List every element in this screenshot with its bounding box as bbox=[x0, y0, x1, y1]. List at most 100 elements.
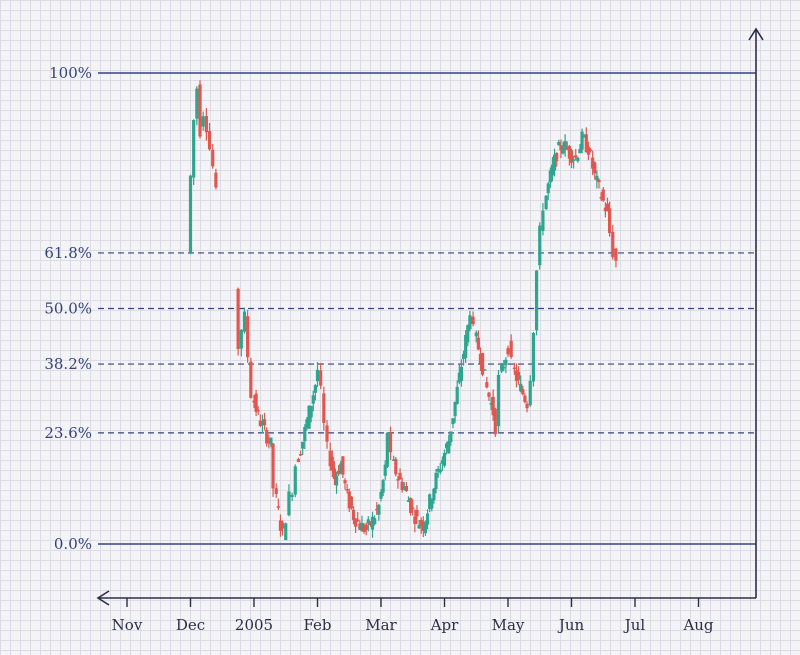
candle-body bbox=[525, 403, 529, 409]
candle-body bbox=[447, 441, 451, 454]
candle-body bbox=[434, 472, 438, 490]
candle-body bbox=[500, 364, 504, 372]
candle-body bbox=[347, 491, 351, 509]
candle-body bbox=[385, 432, 389, 467]
candle-body bbox=[296, 459, 301, 463]
candle-body bbox=[599, 197, 603, 199]
level-label: 100% bbox=[49, 64, 92, 82]
candle-body bbox=[290, 494, 294, 497]
candle-body bbox=[466, 325, 470, 343]
x-tick-label: May bbox=[492, 616, 525, 634]
candle-body bbox=[461, 353, 466, 359]
candle-body bbox=[249, 361, 253, 398]
candle-body bbox=[274, 488, 278, 494]
candle-body bbox=[303, 427, 307, 442]
candle-body bbox=[239, 329, 243, 349]
candle-body bbox=[354, 518, 358, 527]
x-tick-label: Aug bbox=[682, 616, 713, 634]
level-label: 50.0% bbox=[44, 300, 92, 318]
candle-body bbox=[559, 145, 563, 151]
candle-body bbox=[337, 470, 341, 475]
candle-body bbox=[364, 524, 368, 531]
candle-body bbox=[509, 340, 513, 358]
candle-body bbox=[246, 316, 250, 358]
candle-body bbox=[341, 456, 345, 475]
candle-body bbox=[521, 389, 525, 395]
candle-body bbox=[487, 392, 491, 397]
candle-body bbox=[383, 464, 387, 476]
candle-body bbox=[332, 468, 337, 479]
level-label: 61.8% bbox=[44, 244, 92, 262]
candle-body bbox=[368, 521, 373, 526]
candle-body bbox=[453, 401, 457, 417]
candle-body bbox=[464, 335, 468, 358]
candle-body bbox=[265, 430, 269, 444]
candle-body bbox=[550, 164, 555, 176]
candle-body bbox=[396, 479, 400, 481]
candle-body bbox=[207, 131, 212, 150]
candle-body bbox=[514, 370, 519, 381]
x-axis-arrow-icon bbox=[96, 590, 110, 606]
x-tick-label: Mar bbox=[365, 616, 397, 634]
candle-body bbox=[555, 153, 559, 162]
candle-body bbox=[557, 141, 561, 146]
candle-body bbox=[315, 369, 320, 382]
candle-body bbox=[430, 499, 434, 509]
candle-body bbox=[432, 488, 436, 501]
candle-body bbox=[455, 386, 459, 404]
x-tick-label: Jul bbox=[623, 616, 646, 634]
candle-body bbox=[445, 443, 449, 449]
candle-body bbox=[360, 522, 364, 532]
x-tick-label: Dec bbox=[176, 616, 205, 634]
candle-body bbox=[528, 380, 532, 406]
candle-body bbox=[388, 432, 393, 453]
candle-body bbox=[591, 157, 595, 169]
candle-body bbox=[451, 418, 455, 425]
candle-body bbox=[375, 508, 379, 511]
candle-body bbox=[398, 472, 402, 480]
candle-body bbox=[614, 248, 618, 261]
candle-body bbox=[358, 523, 362, 530]
candle-body bbox=[330, 456, 334, 471]
candle-body bbox=[373, 518, 377, 525]
candle-body bbox=[267, 440, 271, 443]
candle-body bbox=[552, 154, 557, 171]
candle-body bbox=[534, 270, 539, 331]
candle-body bbox=[586, 146, 591, 155]
candle-body bbox=[421, 522, 425, 532]
candle-body bbox=[588, 149, 593, 152]
candle-body bbox=[349, 496, 353, 509]
candle-body bbox=[334, 475, 339, 486]
candle-body bbox=[236, 288, 240, 349]
candle-body bbox=[476, 337, 480, 350]
candle-body bbox=[442, 452, 447, 466]
candle-body bbox=[438, 469, 442, 473]
candle-body bbox=[419, 519, 423, 526]
candle-body bbox=[343, 480, 347, 484]
candle-body bbox=[417, 525, 421, 529]
candle-body bbox=[574, 155, 578, 158]
candle-body bbox=[608, 208, 612, 234]
candle-body bbox=[491, 396, 495, 416]
candle-body bbox=[567, 146, 571, 159]
y-axis-arrow-icon bbox=[748, 27, 764, 41]
candle-body bbox=[411, 507, 415, 509]
candle-body bbox=[576, 157, 580, 162]
candle-body bbox=[413, 516, 417, 524]
candle-body bbox=[188, 175, 193, 253]
candle-body bbox=[192, 119, 196, 178]
candle-body bbox=[322, 393, 326, 423]
candle-body bbox=[538, 225, 542, 266]
candle-body bbox=[440, 460, 444, 464]
candle-body bbox=[478, 353, 483, 364]
candle-body bbox=[597, 179, 601, 183]
candle-body bbox=[379, 491, 383, 499]
candle-body bbox=[595, 175, 599, 181]
candle-body bbox=[280, 522, 285, 529]
candle-body bbox=[293, 466, 297, 495]
candle-body bbox=[313, 385, 317, 393]
candle-body bbox=[319, 370, 323, 386]
candle-body bbox=[400, 481, 404, 491]
candle-body bbox=[201, 116, 205, 127]
